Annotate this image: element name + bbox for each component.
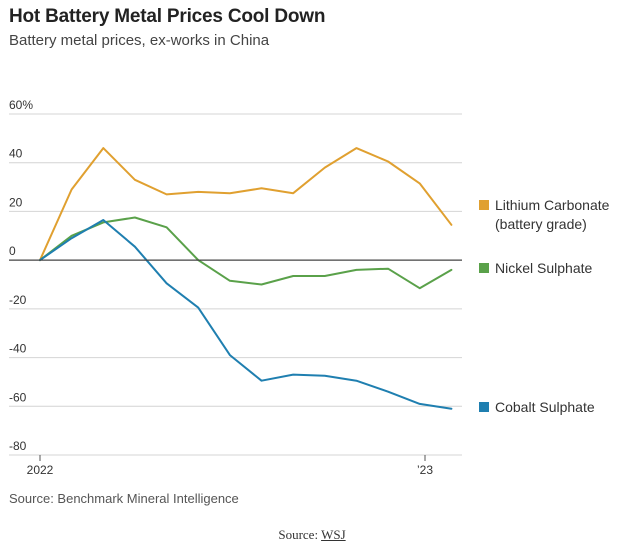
y-tick-label: 40	[9, 147, 23, 161]
y-tick-label: -80	[9, 439, 27, 453]
x-tick-label: ’23	[417, 463, 433, 477]
y-tick-label: -40	[9, 342, 27, 356]
chart-title: Hot Battery Metal Prices Cool Down	[9, 6, 326, 27]
legend-swatch-cobalt	[479, 402, 489, 412]
credit-prefix: Source:	[278, 527, 322, 542]
legend-label-lithium: Lithium Carbonate	[495, 197, 610, 213]
y-tick-label: 20	[9, 195, 23, 209]
source-note: Source: Benchmark Mineral Intelligence	[9, 491, 239, 506]
legend-label-cobalt: Cobalt Sulphate	[495, 399, 595, 415]
series-lines	[39, 147, 453, 410]
series-line-cobalt	[39, 219, 453, 410]
y-tick-label: 0	[9, 244, 16, 258]
credit-link[interactable]: WSJ	[321, 527, 346, 542]
legend-swatch-nickel	[479, 263, 489, 273]
y-tick-label: -20	[9, 293, 27, 307]
x-tick-label: 2022	[27, 463, 54, 477]
legend: Lithium Carbonate (battery grade) Nickel S…	[479, 197, 610, 415]
legend-label-nickel: Nickel Sulphate	[495, 260, 592, 276]
chart-subtitle: Battery metal prices, ex-works in China	[9, 32, 270, 49]
series-line-nickel	[39, 216, 453, 290]
image-credit: Source: WSJ	[0, 527, 624, 543]
legend-label-lithium: (battery grade)	[495, 216, 587, 232]
legend-swatch-lithium	[479, 200, 489, 210]
y-tick-label: 60%	[9, 98, 33, 112]
series-line-lithium	[39, 147, 453, 262]
grid-lines	[9, 113, 462, 456]
y-tick-label: -60	[9, 390, 27, 404]
